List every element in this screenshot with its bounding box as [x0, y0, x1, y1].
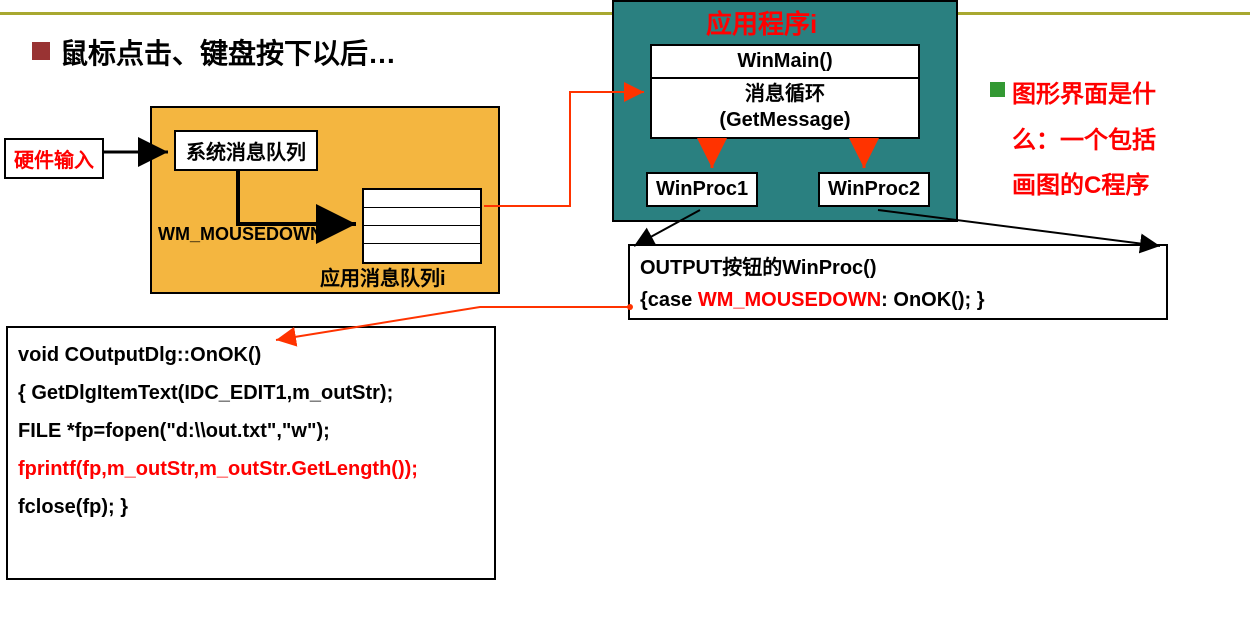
- code-line1: void COutputDlg::OnOK(): [18, 344, 261, 366]
- application-i-label: 应用程序i: [706, 4, 817, 41]
- winmain-title: WinMain(): [652, 46, 918, 79]
- output-proc-case-prefix: {case: [640, 289, 698, 311]
- system-message-queue-box: 系统消息队列: [174, 130, 318, 171]
- code-line4: fprintf(fp,m_outStr,m_outStr.GetLength()…: [18, 458, 418, 480]
- right-bullet-icon: [990, 82, 1005, 97]
- title-bullet-icon: [32, 42, 50, 60]
- queue-row: [364, 226, 480, 244]
- queue-row: [364, 208, 480, 226]
- winmain-box: WinMain() 消息循环 (GetMessage): [650, 44, 920, 139]
- hardware-input-box: 硬件输入: [4, 138, 104, 179]
- code-line3: FILE *fp=fopen("d:\\out.txt","w");: [18, 420, 330, 442]
- right-note-text: 图形界面是什 么：一个包括 画图的C程序: [1012, 72, 1242, 209]
- winmain-line2: (GetMessage): [719, 109, 850, 131]
- winproc1-box: WinProc1: [646, 172, 758, 207]
- right-note-line2: 么：一个包括: [1012, 127, 1156, 154]
- queue-row: [364, 244, 480, 262]
- app-message-queue-grid: [362, 188, 482, 264]
- code-line5: fclose(fp); }: [18, 496, 128, 518]
- right-note-line1: 图形界面是什: [1012, 81, 1156, 108]
- output-proc-case-msg: WM_MOUSEDOWN: [698, 289, 881, 311]
- code-line2: { GetDlgItemText(IDC_EDIT1,m_outStr);: [18, 382, 393, 404]
- code-box: void COutputDlg::OnOK() { GetDlgItemText…: [6, 326, 496, 580]
- app-message-queue-label: 应用消息队列i: [320, 262, 446, 291]
- output-proc-case-suffix: : OnOK(); }: [881, 289, 984, 311]
- right-note-line3: 画图的C程序: [1012, 172, 1149, 199]
- output-proc-line1: OUTPUT按钮的WinProc(): [640, 257, 876, 279]
- output-winproc-box: OUTPUT按钮的WinProc() {case WM_MOUSEDOWN: O…: [628, 244, 1168, 320]
- winmain-getmessage: 消息循环 (GetMessage): [652, 79, 918, 137]
- wm-mousedown-label: WM_MOUSEDOWN: [158, 224, 323, 245]
- page-title: 鼠标点击、键盘按下以后…: [60, 32, 396, 72]
- winmain-line1: 消息循环: [745, 83, 825, 105]
- winproc2-box: WinProc2: [818, 172, 930, 207]
- queue-row: [364, 190, 480, 208]
